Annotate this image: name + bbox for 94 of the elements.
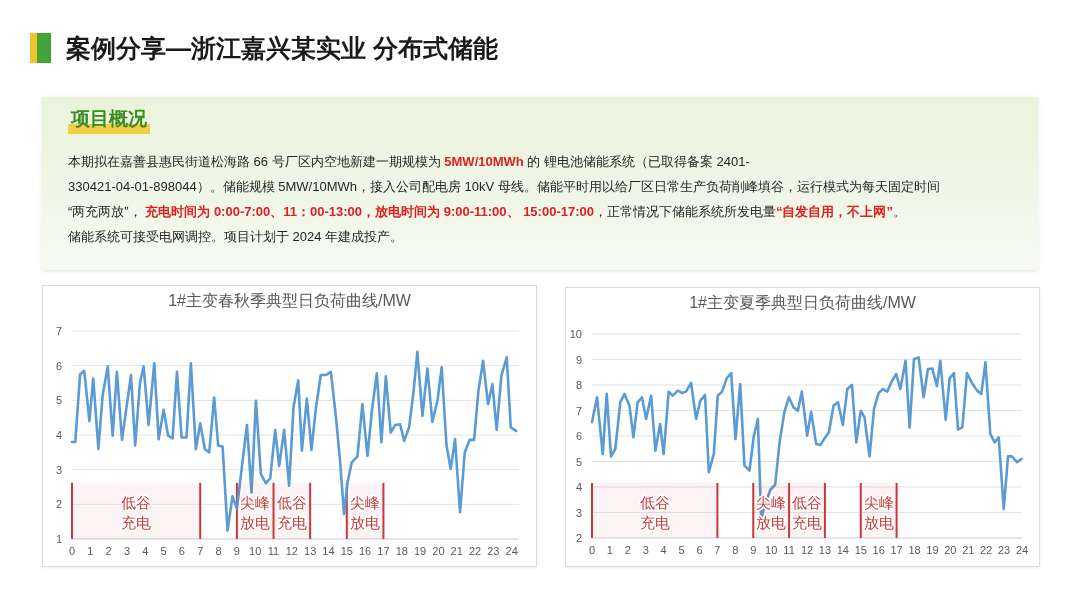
band: 低谷充电	[789, 482, 825, 538]
x-tick-label: 4	[660, 544, 667, 556]
text: 5MW/10MWh	[444, 154, 524, 169]
y-tick-label: 5	[55, 394, 62, 407]
x-tick-label: 21	[962, 544, 975, 556]
band-label: 低谷充电	[792, 493, 822, 531]
x-tick-label: 19	[926, 544, 939, 556]
x-tick-label: 6	[178, 545, 185, 557]
band: 尖峰放电	[236, 482, 274, 539]
x-tick-label: 0	[68, 545, 76, 557]
x-tick-label: 10	[765, 544, 778, 556]
x-tick-label: 15	[854, 544, 867, 556]
x-tick-label: 5	[160, 545, 167, 557]
band: 尖峰放电	[346, 482, 384, 539]
text: 。	[892, 204, 906, 219]
x-tick-label: 14	[322, 545, 335, 557]
y-tick-label: 3	[575, 506, 582, 519]
x-tick-label: 6	[696, 544, 703, 556]
x-tick-label: 1	[87, 545, 94, 557]
band-label: 尖峰放电	[240, 494, 271, 531]
y-tick-label: 7	[575, 404, 582, 417]
band-label: 尖峰放电	[863, 493, 894, 531]
chart-title: 1#主变夏季典型日负荷曲线/MW	[689, 294, 917, 311]
x-tick-label: 16	[358, 545, 372, 557]
x-tick-label: 20	[944, 544, 957, 556]
x-tick-label: 8	[215, 545, 222, 557]
x-tick-label: 23	[487, 545, 500, 557]
x-tick-label: 11	[783, 544, 795, 556]
text: “自发自用，不上网”	[775, 204, 893, 219]
band: 低谷充电	[72, 482, 201, 539]
x-tick-label: 16	[872, 544, 885, 556]
x-tick-label: 18	[908, 544, 921, 556]
x-tick-label: 5	[678, 544, 685, 556]
y-tick-label: 6	[55, 359, 62, 372]
text: “两充两放”，	[68, 204, 143, 219]
x-tick-label: 12	[800, 544, 814, 556]
x-tick-label: 19	[413, 545, 427, 557]
x-tick-label: 12	[285, 545, 298, 557]
y-tick-label: 6	[575, 430, 582, 442]
text: 本期拟在嘉善县惠民街道松海路 66 号厂区内空地新建一期规模为	[68, 154, 442, 169]
y-tick-label: 4	[575, 481, 582, 493]
chart-title: 1#主变春秋季典型日负荷曲线/MW	[168, 292, 412, 309]
x-tick-label: 17	[377, 545, 390, 557]
y-tick-label: 1	[55, 533, 62, 545]
x-tick-label: 9	[750, 544, 757, 556]
y-tick-label: 10	[569, 328, 582, 340]
x-tick-label: 7	[714, 544, 721, 556]
band-label: 低谷充电	[276, 494, 307, 531]
x-tick-label: 13	[818, 544, 832, 556]
x-tick-label: 2	[624, 544, 631, 556]
x-tick-label: 22	[468, 545, 482, 557]
x-tick-label: 24	[1015, 544, 1029, 556]
x-tick-label: 21	[450, 545, 463, 557]
x-tick-label: 10	[249, 545, 262, 557]
x-tick-label: 9	[233, 545, 240, 557]
x-tick-label: 17	[890, 544, 903, 556]
x-tick-label: 8	[732, 544, 739, 556]
text: 的 锂电池储能系统（已取得备案 2401-	[526, 154, 750, 169]
x-tick-label: 22	[980, 544, 993, 556]
x-tick-label: 20	[432, 545, 445, 557]
y-tick-label: 4	[55, 429, 62, 441]
y-tick-label: 7	[55, 325, 62, 337]
y-tick-label: 5	[575, 455, 582, 468]
band: 低谷充电	[592, 482, 718, 538]
x-tick-label: 3	[123, 545, 131, 557]
x-tick-label: 11	[267, 545, 280, 557]
x-tick-label: 7	[197, 545, 204, 557]
x-tick-label: 2	[105, 545, 112, 557]
y-tick-label: 8	[575, 379, 582, 391]
x-tick-label: 18	[395, 545, 408, 557]
x-tick-label: 0	[588, 544, 596, 556]
x-tick-label: 24	[505, 545, 518, 557]
band: 低谷充电	[273, 482, 311, 539]
x-tick-label: 3	[642, 544, 649, 556]
y-tick-label: 2	[55, 498, 62, 511]
text: 项目概况	[71, 107, 147, 131]
x-tick-label: 15	[340, 545, 353, 557]
text: ，正常情况下储能系统所发电量	[594, 204, 776, 219]
x-tick-label: 23	[997, 544, 1011, 556]
text: 储能系统可接受电网调控。项目计划于 2024 年建成投产。	[68, 229, 404, 244]
y-tick-label: 2	[575, 532, 582, 544]
text: 330421-04-01-898044）。储能规模 5MW/10MWh，接入公司配电房 10kV 母线。储能平时用以给厂区日常生产负荷削峰填谷，运行模式为每天固定时间	[68, 179, 940, 194]
x-tick-label: 14	[836, 544, 849, 556]
x-tick-label: 4	[142, 545, 149, 557]
band: 尖峰放电	[860, 482, 897, 538]
band-label: 尖峰放电	[350, 494, 381, 531]
y-tick-label: 9	[575, 353, 582, 366]
band-label: 低谷充电	[639, 493, 670, 531]
text: 充电时间为 0:00-7:00、11：00-13:00，放电时间为 9:00-11:00、 15:00-17:00	[145, 204, 594, 219]
y-tick-label: 3	[55, 463, 62, 476]
band-label: 低谷充电	[121, 494, 152, 531]
text: 案例分享—浙江嘉兴某实业 分布式储能	[66, 33, 498, 64]
x-tick-label: 1	[606, 544, 613, 556]
x-tick-label: 13	[304, 545, 317, 557]
